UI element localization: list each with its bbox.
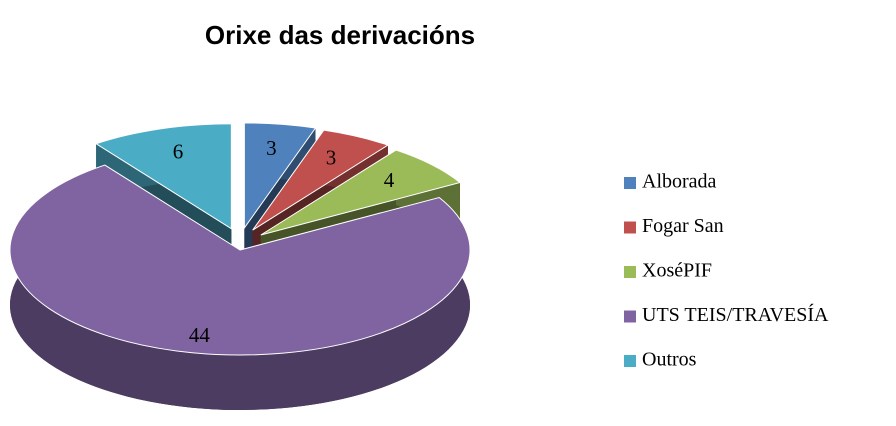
legend-label: Alborada: [642, 171, 717, 193]
slice-top: [243, 122, 317, 230]
data-label: 3: [326, 146, 337, 170]
legend-swatch: [624, 310, 636, 323]
slice-top: [260, 149, 462, 236]
data-label: 3: [266, 136, 277, 160]
data-label: 44: [189, 323, 211, 347]
legend-label: Outros: [642, 349, 697, 371]
legend-label: XoséPIF: [642, 260, 712, 282]
slice-top: [9, 164, 471, 356]
data-label: 4: [384, 168, 395, 192]
legend-label: Fogar San: [642, 215, 724, 237]
legend-swatch: [624, 177, 636, 189]
legend-swatch: [624, 221, 636, 234]
legend-swatch: [624, 266, 636, 278]
data-label: 6: [173, 140, 184, 164]
legend-swatch: [624, 355, 636, 367]
legend-label: UTS TEIS/TRAVESÍA: [642, 303, 829, 326]
slice-top: [252, 129, 390, 231]
chart-title: Orixe das derivacións: [205, 20, 475, 50]
pie-slice: [9, 164, 471, 411]
slice-top: [94, 123, 232, 230]
slice-side: [9, 165, 471, 411]
